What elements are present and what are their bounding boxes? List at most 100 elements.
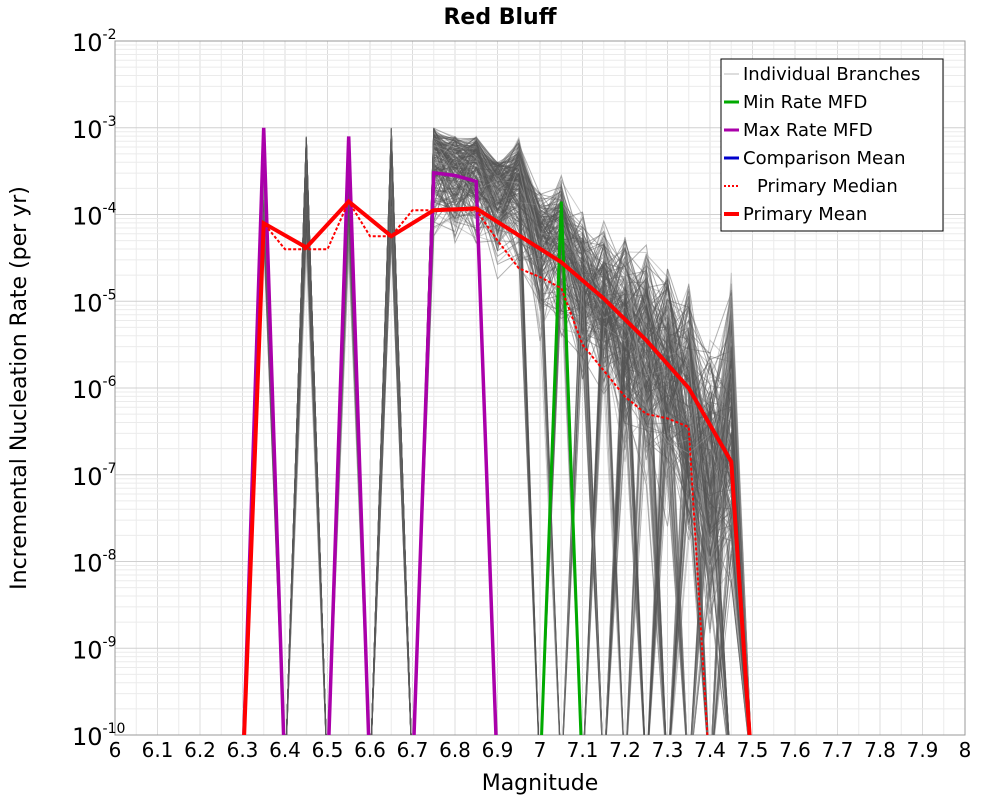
x-tick-label: 7.2 <box>609 738 641 762</box>
chart-title: Red Bluff <box>443 5 557 30</box>
branch-line <box>243 144 752 735</box>
x-tick-label: 6.8 <box>439 738 471 762</box>
branch-line <box>243 143 730 735</box>
branch-line <box>243 133 752 735</box>
legend-label: Min Rate MFD <box>743 92 867 113</box>
branch-line <box>243 135 730 735</box>
y-tick-label: 10-7 <box>72 461 117 491</box>
branch-line <box>243 153 750 735</box>
x-tick-label: 7.7 <box>822 738 854 762</box>
branch-line <box>243 138 751 735</box>
branch-line <box>243 137 751 735</box>
branch-line <box>243 139 751 735</box>
branch-line <box>243 148 751 735</box>
y-tick-labels: 10-2 10-3 10-4 10-5 10-6 10-7 10-8 10-9 10-10 <box>72 27 125 751</box>
max-rate-mfd-line <box>412 170 498 735</box>
legend: Individual Branches Min Rate MFD Max Rate … <box>720 58 944 232</box>
x-tick-label: 6 <box>109 738 122 762</box>
branch-line <box>243 136 729 735</box>
x-tick-label: 6.9 <box>482 738 514 762</box>
legend-box <box>720 58 944 232</box>
y-tick-label: 10-9 <box>72 634 117 664</box>
legend-label: Max Rate MFD <box>743 120 873 141</box>
branch-line <box>243 135 751 735</box>
branch-line <box>243 133 749 735</box>
branch-line <box>243 138 750 735</box>
x-tick-label: 7.5 <box>737 738 769 762</box>
branch-line <box>243 132 751 735</box>
x-axis-label: Magnitude <box>482 771 599 796</box>
branch-line <box>243 128 751 735</box>
branch-line <box>243 137 730 735</box>
x-tick-label: 7.8 <box>864 738 896 762</box>
branch-line <box>243 131 751 735</box>
branch-line <box>243 128 752 735</box>
branch-line <box>243 129 751 735</box>
branch-line <box>243 127 750 735</box>
branch-line <box>243 134 752 735</box>
branch-line <box>243 137 750 735</box>
branch-line <box>243 138 752 735</box>
y-tick-label: 10-5 <box>72 287 117 317</box>
branch-line <box>243 138 751 735</box>
branch-line <box>243 143 751 735</box>
legend-label: Comparison Mean <box>743 148 906 169</box>
branch-line <box>243 136 750 735</box>
branch-line <box>243 130 751 735</box>
branch-line <box>243 142 750 735</box>
branch-line <box>243 142 730 735</box>
branch-line <box>243 137 751 735</box>
branch-line <box>243 140 751 735</box>
branch-line <box>243 138 751 735</box>
legend-label: Primary Mean <box>743 204 867 225</box>
branch-line <box>243 152 749 735</box>
branch-line <box>243 128 729 735</box>
branch-line <box>243 146 730 735</box>
branch-line <box>243 136 750 735</box>
y-tick-label: 10-2 <box>72 27 117 57</box>
branch-line <box>243 139 750 735</box>
branch-line <box>243 138 750 735</box>
branch-line <box>243 131 751 735</box>
y-tick-label: 10-4 <box>72 201 117 231</box>
branch-line <box>243 134 728 735</box>
branch-line <box>243 128 751 735</box>
branch-line <box>243 152 751 735</box>
branch-line <box>243 143 729 735</box>
branch-line <box>243 137 751 735</box>
branch-line <box>243 130 751 735</box>
branch-line <box>243 133 749 735</box>
y-axis-label: Incremental Nucleation Rate (per yr) <box>7 186 32 590</box>
branch-line <box>243 145 751 735</box>
primary-mean-line <box>242 198 752 735</box>
x-tick-label: 6.3 <box>227 738 259 762</box>
branch-line <box>243 143 729 735</box>
legend-label: Individual Branches <box>743 64 920 85</box>
branch-line <box>243 148 751 735</box>
branch-line <box>243 146 750 735</box>
x-tick-label: 6.6 <box>354 738 386 762</box>
series-lines <box>242 127 752 735</box>
branch-line <box>243 151 749 735</box>
branch-line <box>243 138 751 735</box>
individual-branches <box>243 127 752 735</box>
branch-line <box>243 136 752 735</box>
branch-line <box>243 127 751 735</box>
x-tick-label: 6.1 <box>142 738 174 762</box>
branch-line <box>243 137 729 735</box>
branch-line <box>243 156 750 735</box>
branch-line <box>243 138 730 735</box>
branch-line <box>243 133 750 735</box>
branch-line <box>243 147 750 735</box>
branch-line <box>243 138 751 735</box>
y-tick-label: 10-10 <box>72 721 125 751</box>
branch-line <box>243 137 750 735</box>
y-tick-label: 10-8 <box>72 548 117 578</box>
branch-line <box>243 137 751 735</box>
branch-line <box>243 141 751 735</box>
min-rate-mfd-line <box>540 201 583 735</box>
x-tick-label: 6.7 <box>397 738 429 762</box>
x-tick-label: 6.2 <box>184 738 216 762</box>
branch-line <box>243 137 751 735</box>
